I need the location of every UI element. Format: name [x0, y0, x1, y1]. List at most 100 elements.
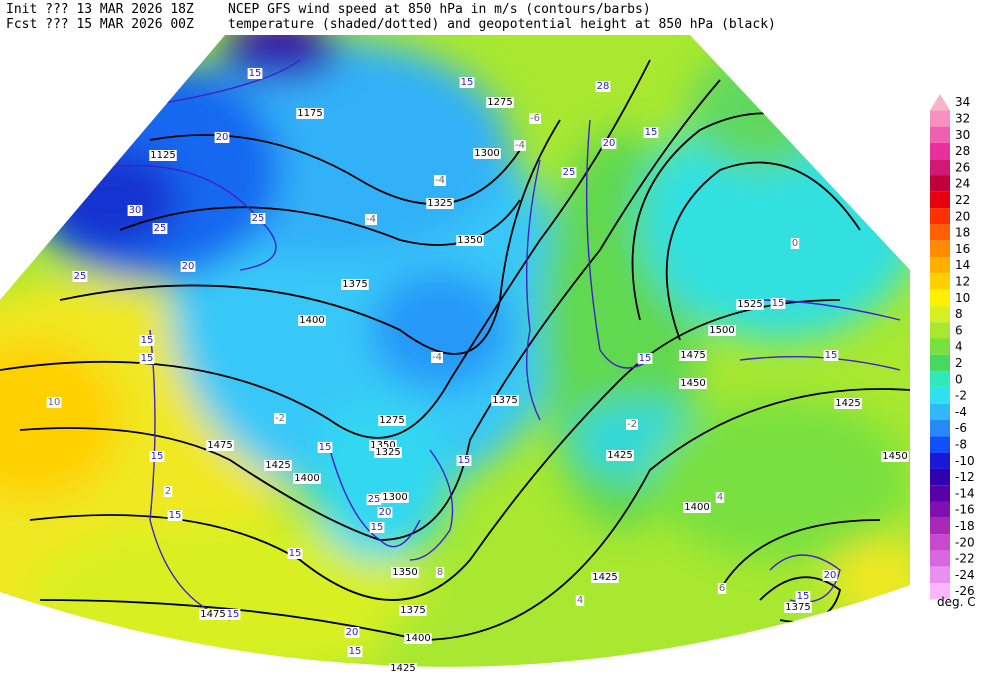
legend-label: 22	[955, 193, 970, 207]
height-label: 1350	[457, 235, 482, 246]
legend-label: -14	[955, 486, 975, 500]
wind-label: 20	[346, 627, 359, 638]
temperature-label-bg	[274, 413, 286, 424]
height-label: 1325	[375, 447, 400, 458]
height-label: 1400	[294, 473, 319, 484]
height-label: 1350	[392, 567, 417, 578]
wind-label-bg	[250, 213, 266, 224]
temperature-label: -4	[366, 214, 376, 225]
wind-label-bg	[149, 451, 165, 462]
wind-label-bg	[595, 81, 611, 92]
legend-swatch	[930, 159, 950, 176]
wind-label-bg	[637, 353, 653, 364]
title-line-2: temperature (shaded/dotted) and geopoten…	[228, 17, 776, 32]
height-label: 1475	[200, 609, 225, 620]
legend-swatch	[930, 94, 950, 111]
wind-label-bg	[72, 271, 88, 282]
legend-label: -22	[955, 552, 975, 566]
legend-swatch	[930, 566, 950, 583]
legend-swatch	[930, 289, 950, 306]
height-label: 1375	[342, 279, 367, 290]
legend-swatch	[930, 517, 950, 535]
init-time: Init ??? 13 MAR 2026 18Z	[6, 2, 194, 17]
legend-swatch	[930, 468, 950, 486]
height-label: 1375	[785, 602, 810, 613]
height-label: 1300	[474, 148, 499, 159]
height-label: 1475	[207, 440, 232, 451]
wind-label-bg	[823, 350, 839, 361]
legend-swatch	[930, 501, 950, 518]
legend-label: -6	[955, 421, 967, 435]
legend-label: 32	[955, 111, 970, 125]
wind-label-bg	[643, 127, 659, 138]
height-label-bg	[399, 605, 427, 616]
legend-swatch	[930, 240, 950, 257]
height-label-bg	[683, 502, 711, 513]
legend-label: -18	[955, 519, 975, 533]
legend-label: 0	[955, 372, 963, 386]
wind-label: 15	[141, 335, 154, 346]
legend-swatch	[930, 403, 950, 420]
height-label: 1325	[427, 198, 452, 209]
temperature-label-bg	[514, 140, 526, 151]
legend-swatch	[930, 534, 950, 551]
temperature-label: -2	[275, 413, 285, 424]
legend-label: 4	[955, 340, 963, 354]
height-label-bg	[881, 451, 909, 462]
wind-label-bg	[180, 261, 196, 272]
legend-label: 6	[955, 323, 963, 337]
legend-label: -24	[955, 568, 975, 582]
height-label: 1400	[405, 633, 430, 644]
wind-label-bg	[139, 353, 155, 364]
wind-label-bg	[601, 138, 617, 149]
wind-label-bg	[347, 646, 363, 657]
height-label-bg	[369, 440, 397, 451]
legend-label: 26	[955, 160, 970, 174]
legend-label: 24	[955, 177, 970, 191]
height-labels: 1125117512751300132513501375140014751425…	[149, 97, 909, 674]
wind-label: 15	[772, 298, 785, 309]
legend-label: -16	[955, 503, 975, 517]
height-label-bg	[264, 460, 292, 471]
temperature-label-bg	[575, 595, 585, 606]
wind-label: 15	[639, 353, 652, 364]
wind-label: 20	[182, 261, 195, 272]
height-label: 1275	[487, 97, 512, 108]
height-label-bg	[679, 350, 707, 361]
temperature-label: -2	[627, 419, 637, 430]
temperature-labels: -4 -2 0 10 -6 -4 -2 4 4 6 8 -4 -4 2	[46, 113, 800, 606]
height-label-bg	[834, 398, 862, 409]
height-label: 1350	[370, 440, 395, 451]
legend-label: 14	[955, 258, 970, 272]
legend-label: -2	[955, 389, 967, 403]
height-label: 1425	[607, 450, 632, 461]
legend-swatch	[930, 420, 950, 437]
height-label: 1475	[680, 350, 705, 361]
height-label: 1375	[492, 395, 517, 406]
legend-label: 30	[955, 128, 970, 142]
temperature-label-bg	[435, 567, 445, 578]
temperature-label-bg	[431, 352, 443, 363]
wind-label-bg	[366, 494, 382, 505]
height-label-bg	[491, 395, 519, 406]
temperature-label-bg	[163, 486, 173, 497]
height-label-bg	[206, 440, 234, 451]
wind-label: 15	[141, 353, 154, 364]
legend-swatch	[930, 338, 950, 355]
wind-label: 20	[216, 132, 229, 143]
wind-label: 20	[379, 507, 392, 518]
legend-swatch	[930, 452, 950, 469]
height-label-bg	[736, 299, 764, 310]
height-label-bg	[381, 492, 409, 503]
wind-label: 15	[371, 522, 384, 533]
temperature-label: -4	[515, 140, 525, 151]
height-label-bg	[293, 473, 321, 484]
height-label-bg	[486, 97, 514, 108]
wind-label-bg	[139, 335, 155, 346]
wind-label: 15	[227, 609, 240, 620]
wind-label-bg	[247, 68, 263, 79]
legend-label: 34	[955, 95, 970, 109]
wind-label: 25	[252, 213, 265, 224]
